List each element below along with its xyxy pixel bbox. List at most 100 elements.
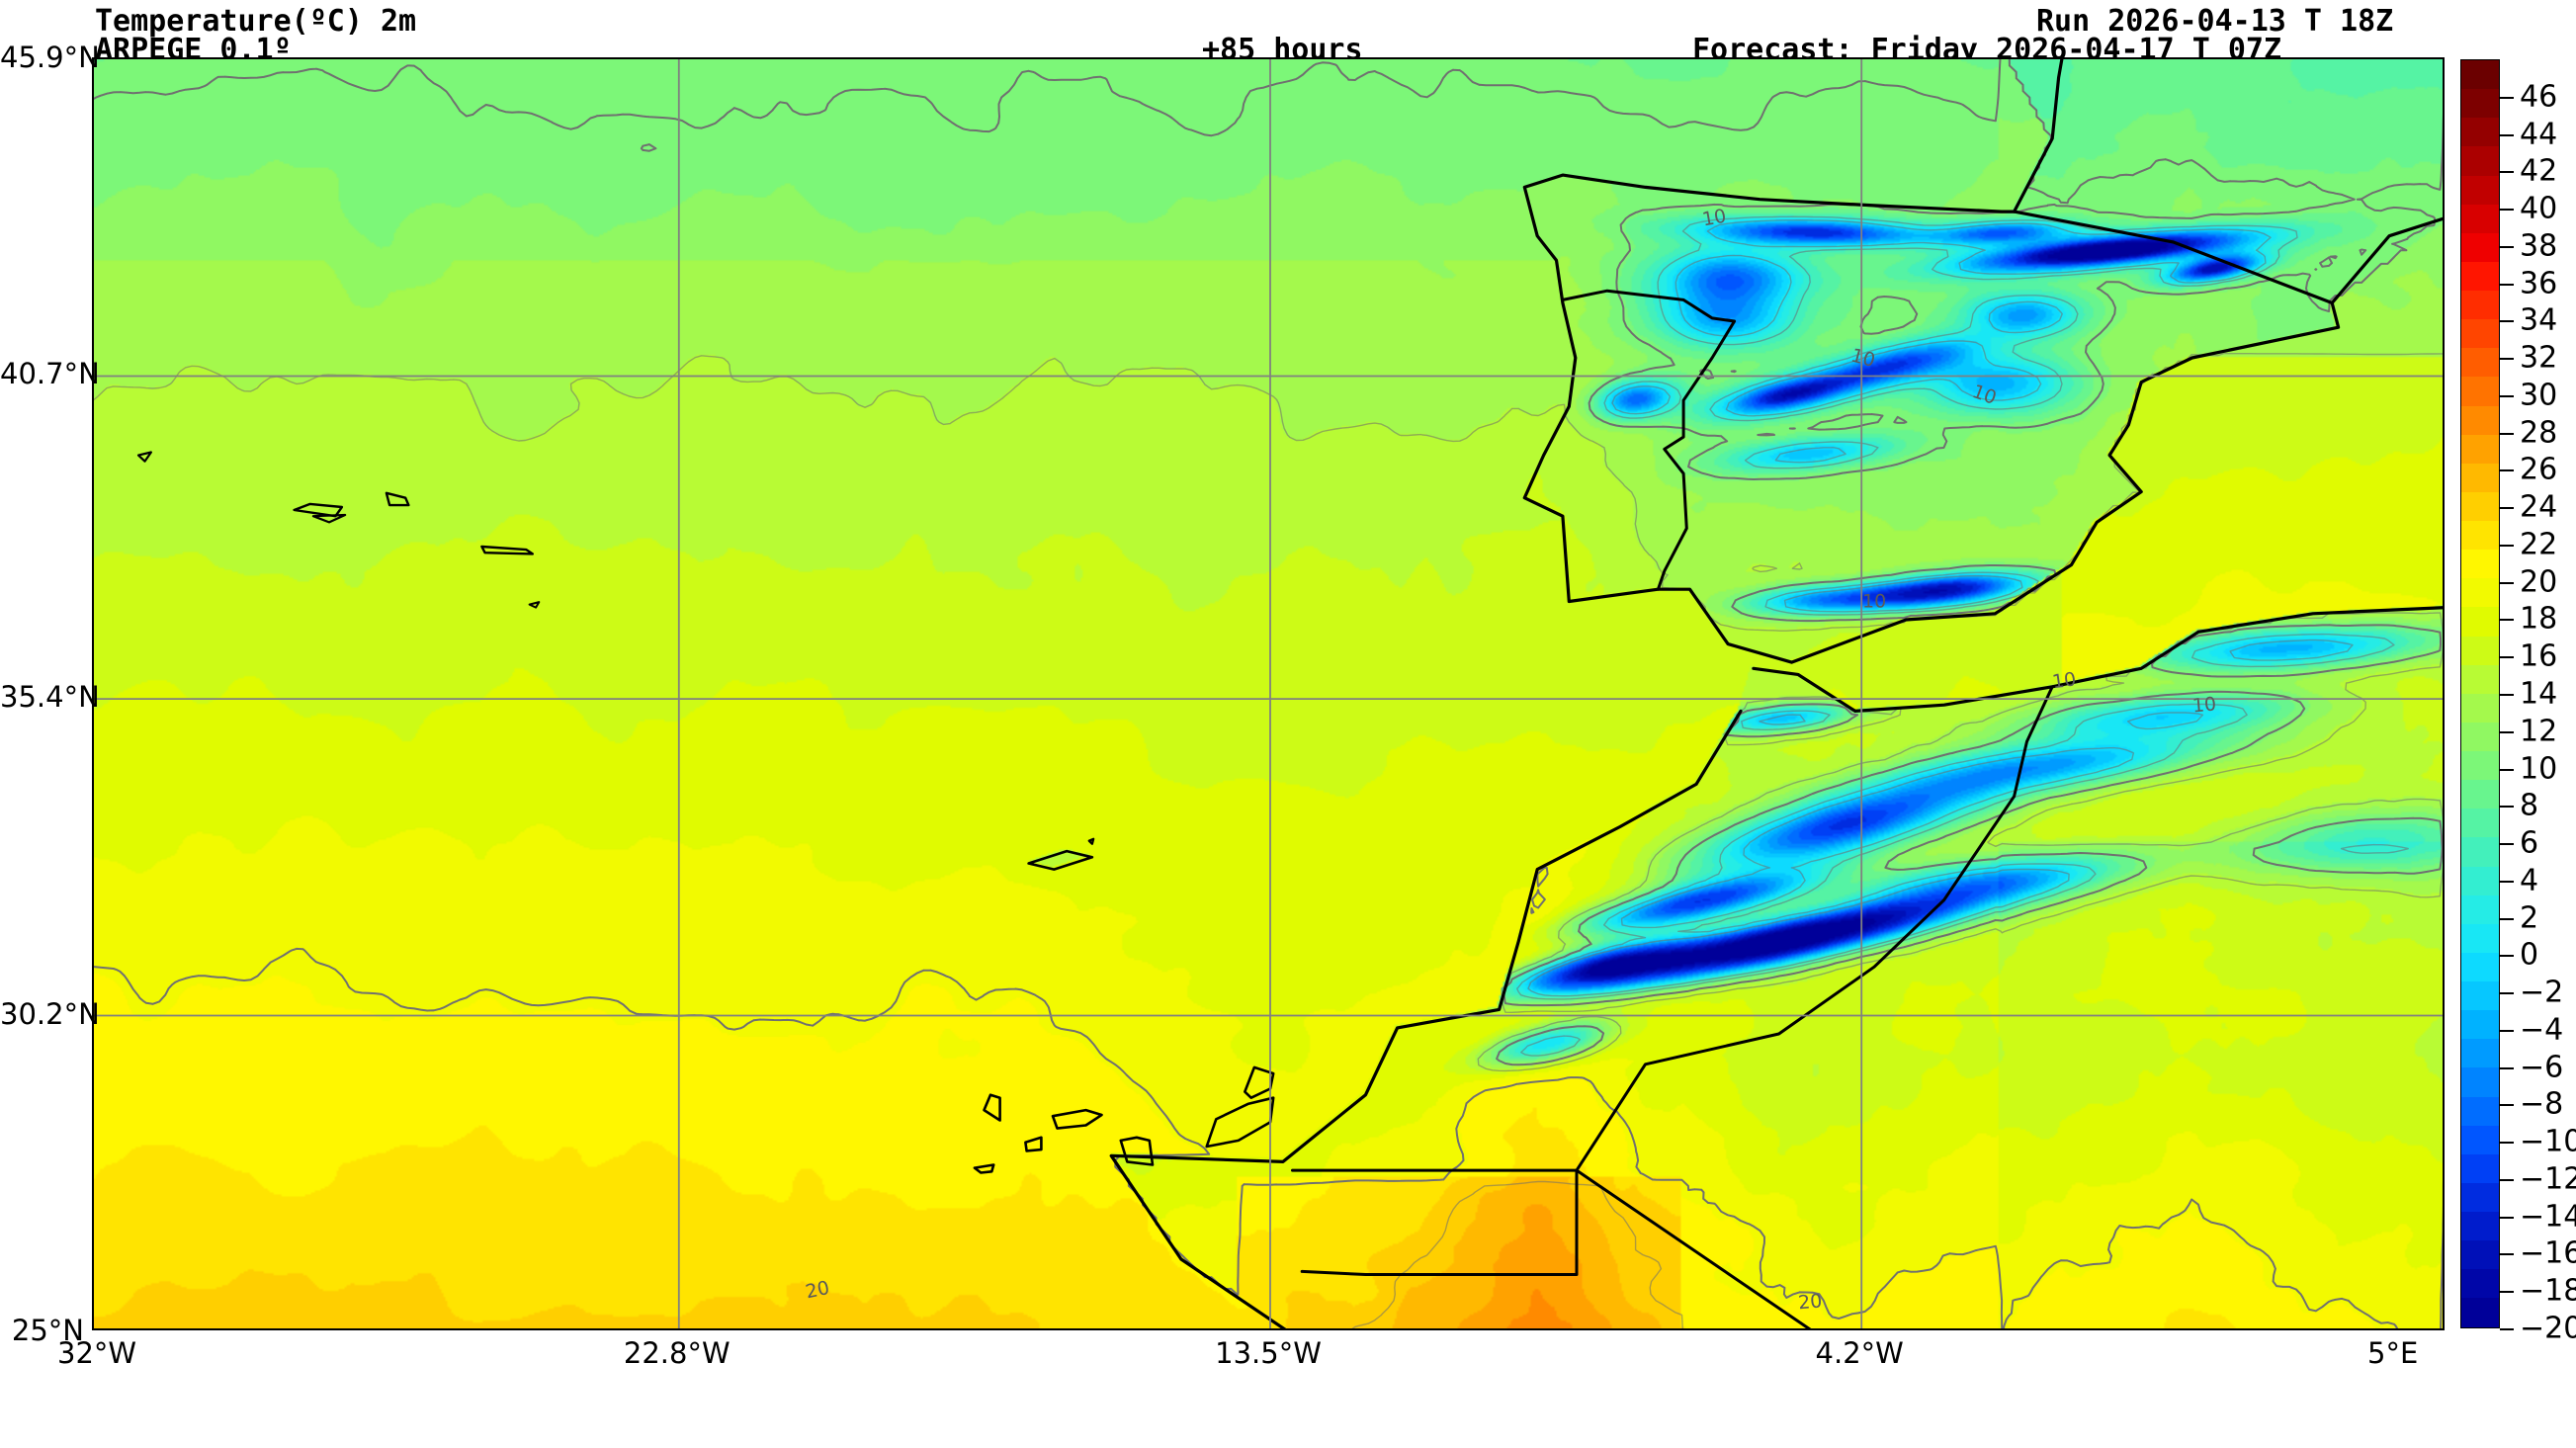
colorbar-tick-label: 46 (2520, 79, 2558, 115)
colorbar-segment (2461, 607, 2499, 637)
colorbar-tick-label: 22 (2520, 527, 2558, 562)
colorbar-tick-label: −20 (2520, 1311, 2576, 1346)
colorbar-segment (2461, 521, 2499, 551)
lat-tick-label: 30.2°N (0, 996, 100, 1031)
colorbar-tick (2500, 1029, 2514, 1032)
colorbar-tick-labels: 46 44 42 40 38 36 34 32 30 28 26 24 22 20 18 16 14 12 10 8 6… (2460, 59, 2576, 1346)
colorbar-segment (2461, 837, 2499, 867)
colorbar-tick-label: 8 (2520, 788, 2539, 823)
colorbar-segment (2461, 1269, 2499, 1299)
colorbar-tick-label: 34 (2520, 302, 2558, 338)
colorbar-tick-label: 4 (2520, 863, 2539, 898)
map-plot-area[interactable]: 10 10 10 10 10 10 20 20 (92, 57, 2445, 1330)
map-contour (1351, 1180, 1683, 1328)
colorbar-tick (2500, 730, 2514, 733)
contour-label: 10 (1848, 345, 1877, 373)
map-contour (1575, 1168, 1812, 1328)
map-contour (1027, 849, 1094, 871)
colorbar-tick (2500, 96, 2514, 99)
map-contour (94, 352, 2443, 1072)
colorbar[interactable] (2460, 59, 2500, 1328)
colorbar-segment (2461, 1010, 2499, 1040)
map-contour (94, 59, 2443, 1066)
colorbar-tick-label: −2 (2520, 975, 2564, 1010)
map-contour (94, 59, 2443, 1328)
colorbar-tick (2500, 320, 2514, 323)
map-contour (983, 1093, 1001, 1122)
colorbar-segment (2461, 809, 2499, 838)
colorbar-segment (2461, 578, 2499, 608)
colorbar-tick (2500, 694, 2514, 696)
lat-tick-label: 45.9°N (0, 41, 100, 74)
colorbar-segment (2461, 261, 2499, 291)
colorbar-segment (2461, 291, 2499, 320)
map-contour (385, 491, 410, 507)
colorbar-tick-label: 30 (2520, 378, 2558, 413)
colorbar-tick (2500, 1216, 2514, 1219)
map-contour (1119, 1136, 1155, 1166)
map-contour (1024, 1136, 1043, 1152)
colorbar-segment (2461, 1067, 2499, 1097)
lat-tick-label: 40.7°N (0, 357, 100, 391)
colorbar-segment (2461, 866, 2499, 895)
colorbar-tick-label: −18 (2520, 1273, 2576, 1309)
lon-tick-label: 22.8°W (623, 1336, 730, 1370)
colorbar-tick-label: 0 (2520, 937, 2539, 973)
colorbar-tick (2500, 469, 2514, 472)
contour-label: 10 (2191, 693, 2217, 717)
map-contour (1522, 173, 2341, 664)
map-contour (973, 1163, 995, 1174)
colorbar-segment (2461, 491, 2499, 521)
colorbar-tick (2500, 1328, 2514, 1330)
colorbar-segment (2461, 923, 2499, 953)
colorbar-tick (2500, 507, 2514, 510)
colorbar-segment (2461, 319, 2499, 349)
colorbar-segment (2461, 722, 2499, 751)
colorbar-segment (2461, 232, 2499, 262)
colorbar-tick-label: 40 (2520, 191, 2558, 226)
colorbar-tick (2500, 1178, 2514, 1181)
contour-label: 10 (1700, 206, 1728, 231)
colorbar-tick (2500, 581, 2514, 584)
colorbar-segment (2461, 952, 2499, 981)
colorbar-segment (2461, 204, 2499, 233)
temperature-field-canvas (94, 59, 2443, 1328)
lon-tick-label: 13.5°W (1215, 1336, 1322, 1370)
colorbar-tick-label: −14 (2520, 1199, 2576, 1235)
map-contour (293, 502, 344, 518)
colorbar-segment (2461, 60, 2499, 90)
colorbar-tick-label: 6 (2520, 825, 2539, 861)
map-contour (94, 866, 2443, 1328)
contour-label: 20 (804, 1277, 831, 1304)
run-time-label: Run 2026-04-13 T 18Z (2036, 4, 2394, 39)
colorbar-segment (2461, 693, 2499, 723)
colorbar-tick-label: 32 (2520, 340, 2558, 376)
colorbar-tick (2500, 768, 2514, 771)
colorbar-tick (2500, 880, 2514, 883)
map-contour (2330, 216, 2443, 305)
colorbar-tick-label: 16 (2520, 639, 2558, 674)
colorbar-tick (2500, 806, 2514, 809)
lon-tick-label: 32°W (57, 1336, 137, 1370)
colorbar-tick-label: 44 (2520, 117, 2558, 152)
colorbar-tick (2500, 843, 2514, 846)
map-contour (1300, 1168, 1579, 1276)
map-contour (528, 601, 541, 609)
colorbar-tick (2500, 955, 2514, 958)
colorbar-tick-label: 36 (2520, 266, 2558, 301)
contour-label: 10 (2051, 668, 2078, 693)
colorbar-segment (2461, 175, 2499, 205)
map-overlay: 10 10 10 10 10 10 20 20 (94, 59, 2443, 1328)
colorbar-segment (2461, 751, 2499, 781)
lat-tick-label: 35.4°N (0, 680, 100, 715)
colorbar-tick (2500, 544, 2514, 547)
colorbar-tick-label: 38 (2520, 228, 2558, 264)
colorbar-tick-label: 10 (2520, 751, 2558, 787)
colorbar-tick-label: 28 (2520, 415, 2558, 451)
colorbar-tick (2500, 619, 2514, 622)
colorbar-tick (2500, 1066, 2514, 1069)
lon-tick-label: 4.2°W (1815, 1336, 1904, 1370)
colorbar-segment (2461, 89, 2499, 119)
colorbar-segment (2461, 1096, 2499, 1126)
